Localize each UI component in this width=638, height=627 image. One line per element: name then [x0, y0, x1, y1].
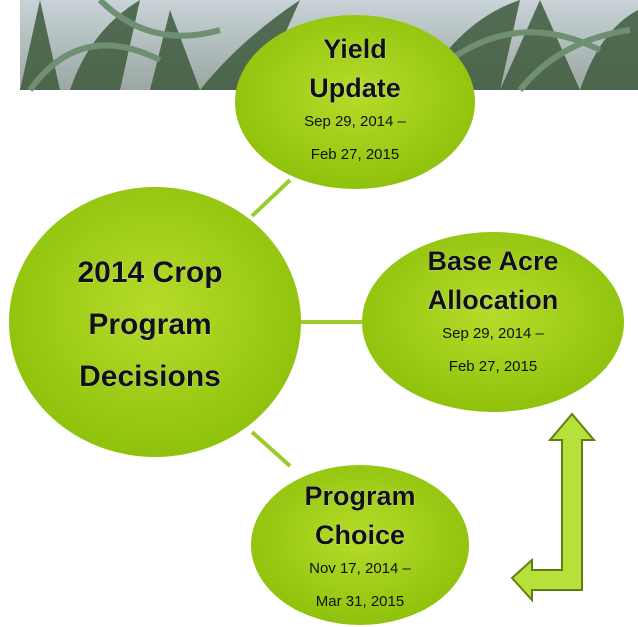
- node-title: Yield: [323, 34, 387, 64]
- node-title: Base Acre: [427, 246, 558, 276]
- node-date: Feb 27, 2015: [311, 146, 399, 163]
- node-title: Program: [88, 308, 211, 341]
- node-title: Choice: [315, 520, 405, 550]
- diagram: 2014 Crop Program Decisions Yield Update Sep …: [0, 0, 638, 627]
- node-title: Allocation: [428, 285, 559, 315]
- node-title: Decisions: [79, 360, 221, 393]
- node-date: Mar 31, 2015: [316, 593, 404, 610]
- node-title: Program: [304, 481, 415, 511]
- flow-arrow: [512, 414, 594, 600]
- node-date: Sep 29, 2014 –: [304, 113, 406, 130]
- node-date: Nov 17, 2014 –: [309, 560, 411, 577]
- node-title: Update: [309, 73, 401, 103]
- node-title: 2014 Crop: [77, 256, 222, 289]
- node-date: Sep 29, 2014 –: [442, 325, 544, 342]
- node-date: Feb 27, 2015: [449, 358, 537, 375]
